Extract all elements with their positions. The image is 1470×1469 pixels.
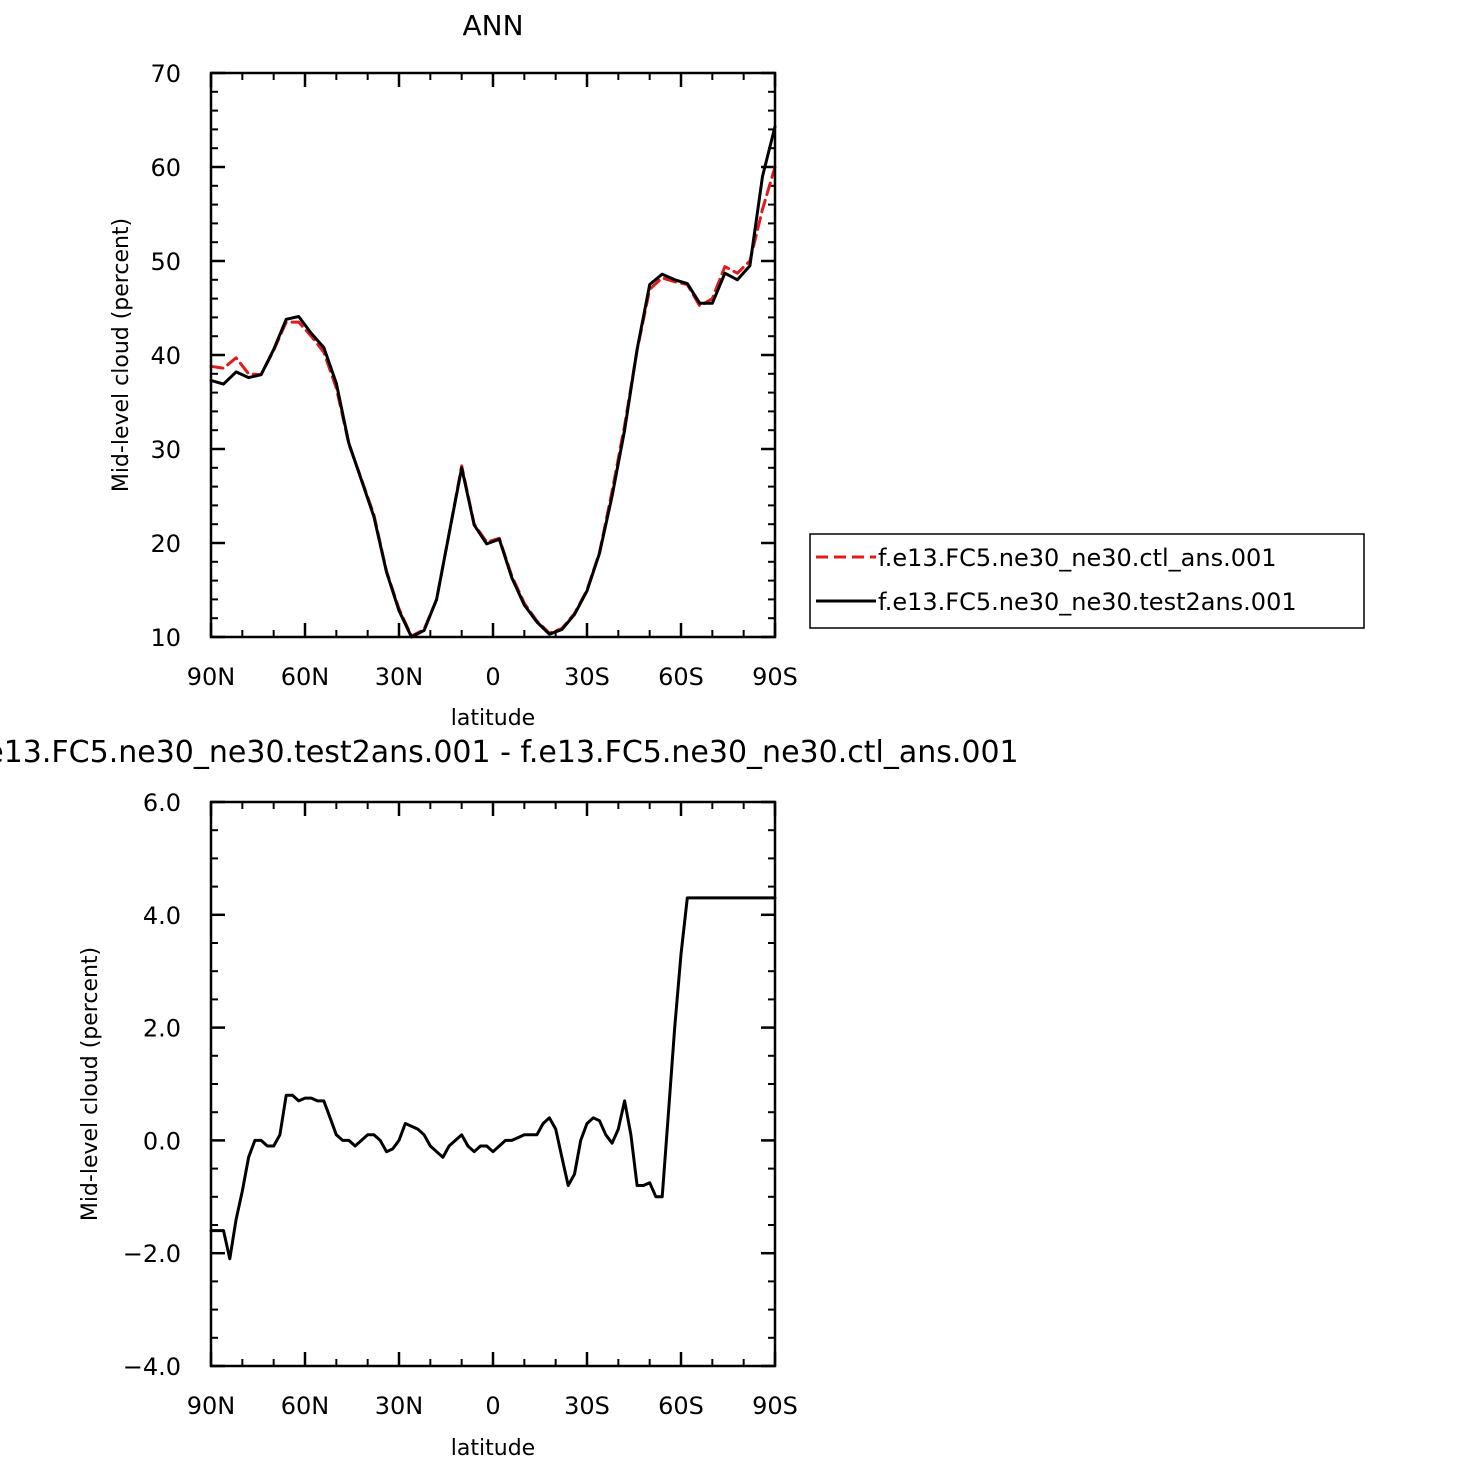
bottom-ticks: 90N 60N 30N 0 30S 60S 90S −4.0 −2.0 0.0 2.0 4.0 6.0	[123, 789, 798, 1420]
top-x-axis-label: latitude	[451, 706, 535, 731]
bottom-y-tick-label: −2.0	[123, 1240, 181, 1268]
top-y-tick-label: 70	[150, 60, 181, 88]
top-y-tick-label: 50	[150, 248, 181, 276]
top-x-tick-label: 90S	[752, 663, 798, 691]
bottom-plot-frame	[209, 800, 777, 1368]
top-panel: ANN Mid-level cloud (percent) latitude 9…	[109, 9, 798, 731]
bottom-x-tick-label: 90S	[752, 1392, 798, 1420]
bottom-x-tick-label: 30S	[564, 1392, 610, 1420]
top-series-line-0	[209, 165, 777, 638]
bottom-x-tick-label: 0	[485, 1392, 500, 1420]
top-y-tick-label: 10	[150, 624, 181, 652]
bottom-y-tick-label: 2.0	[143, 1015, 181, 1043]
top-series-layer	[209, 125, 777, 639]
bottom-x-tick-label: 90N	[187, 1392, 236, 1420]
top-x-tick-label: 90N	[187, 663, 236, 691]
top-y-tick-label: 30	[150, 436, 181, 464]
top-x-tick-label: 60N	[281, 663, 330, 691]
bottom-series-layer	[209, 896, 777, 1261]
top-y-axis-label: Mid-level cloud (percent)	[109, 218, 134, 492]
bottom-y-tick-label: −4.0	[123, 1353, 181, 1381]
top-series-line-1	[209, 125, 777, 639]
bottom-x-tick-label: 60N	[281, 1392, 330, 1420]
bottom-chart-title: f.e13.FC5.ne30_ne30.test2ans.001 - f.e13…	[0, 735, 1019, 770]
top-y-tick-label: 60	[150, 154, 181, 182]
top-x-tick-label: 0	[485, 663, 500, 691]
top-chart-title: ANN	[462, 9, 523, 42]
bottom-y-axis-label: Mid-level cloud (percent)	[78, 947, 103, 1221]
top-y-tick-label: 20	[150, 530, 181, 558]
legend: f.e13.FC5.ne30_ne30.ctl_ans.001 f.e13.FC…	[809, 533, 1365, 629]
bottom-panel: f.e13.FC5.ne30_ne30.test2ans.001 - f.e13…	[0, 735, 1019, 1461]
bottom-y-tick-label: 6.0	[143, 789, 181, 817]
legend-label-ctl: f.e13.FC5.ne30_ne30.ctl_ans.001	[878, 544, 1277, 572]
bottom-x-tick-label: 30N	[375, 1392, 424, 1420]
top-y-tick-label: 40	[150, 342, 181, 370]
legend-box	[809, 533, 1365, 629]
bottom-x-axis-label: latitude	[451, 1436, 535, 1461]
top-x-tick-label: 60S	[658, 663, 704, 691]
top-x-tick-label: 30S	[564, 663, 610, 691]
legend-label-test2: f.e13.FC5.ne30_ne30.test2ans.001	[878, 588, 1297, 616]
bottom-y-tick-label: 4.0	[143, 902, 181, 930]
bottom-y-tick-label: 0.0	[143, 1127, 181, 1155]
bottom-x-tick-label: 60S	[658, 1392, 704, 1420]
bottom-series-line-0	[209, 896, 777, 1261]
top-x-tick-label: 30N	[375, 663, 424, 691]
top-plot-frame	[209, 71, 777, 639]
